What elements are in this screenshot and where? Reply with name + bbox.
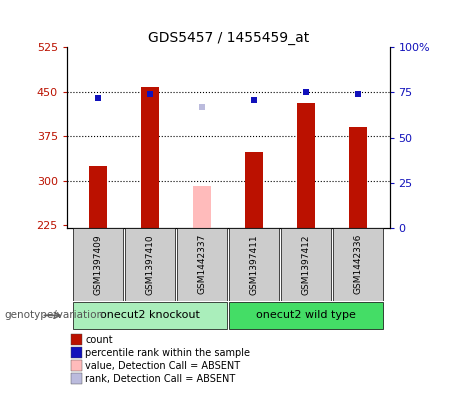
Bar xyxy=(281,228,331,301)
Text: GSM1397409: GSM1397409 xyxy=(94,234,103,295)
Bar xyxy=(229,228,279,301)
Text: value, Detection Call = ABSENT: value, Detection Call = ABSENT xyxy=(85,361,240,371)
Text: genotype/variation: genotype/variation xyxy=(5,310,104,320)
Bar xyxy=(141,87,159,228)
Text: GSM1442337: GSM1442337 xyxy=(198,234,207,294)
Text: rank, Detection Call = ABSENT: rank, Detection Call = ABSENT xyxy=(85,374,236,384)
Bar xyxy=(193,186,211,228)
Bar xyxy=(73,228,123,301)
Bar xyxy=(229,302,383,329)
Text: count: count xyxy=(85,335,113,345)
Text: onecut2 knockout: onecut2 knockout xyxy=(100,310,200,320)
Bar xyxy=(297,103,315,228)
Bar xyxy=(349,127,367,228)
Bar xyxy=(245,152,263,228)
Bar xyxy=(89,166,107,228)
Text: GSM1397411: GSM1397411 xyxy=(250,234,259,295)
Text: GSM1442336: GSM1442336 xyxy=(354,234,363,294)
Text: GSM1397410: GSM1397410 xyxy=(146,234,154,295)
Bar xyxy=(333,228,383,301)
Title: GDS5457 / 1455459_at: GDS5457 / 1455459_at xyxy=(148,31,309,45)
Bar xyxy=(73,302,227,329)
Bar xyxy=(125,228,175,301)
Bar xyxy=(177,228,227,301)
Text: onecut2 wild type: onecut2 wild type xyxy=(256,310,356,320)
Text: percentile rank within the sample: percentile rank within the sample xyxy=(85,348,250,358)
Text: GSM1397412: GSM1397412 xyxy=(302,234,311,294)
